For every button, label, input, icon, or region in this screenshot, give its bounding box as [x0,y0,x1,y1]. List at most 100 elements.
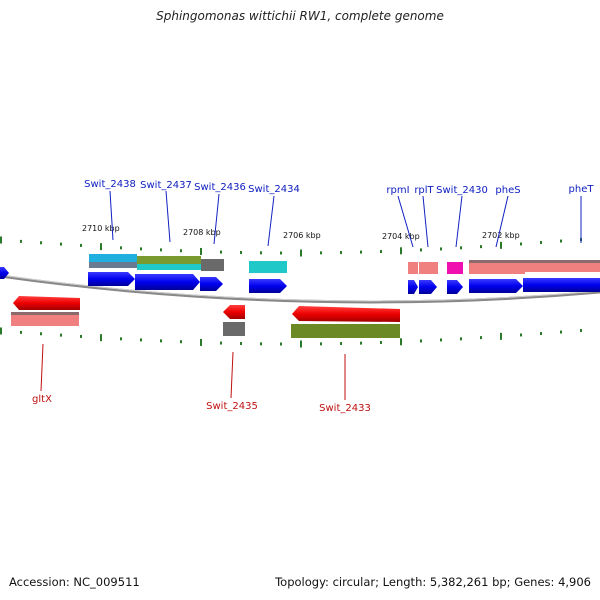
gene-label-phes: pheS [495,185,520,196]
annotation-bar-swit2437-lower [137,264,201,270]
gene-arrow-rplt [419,280,437,294]
annotation-bar-swit2434 [249,261,287,273]
genome-backbone-highlight [0,274,600,302]
scale-bottom-tick [160,339,162,343]
scale-top-tick [220,250,222,254]
plus-strand-genes [0,267,600,294]
gene-label-gltx: gltX [32,394,52,405]
gene-label-swit2433: Swit_2433 [319,403,371,414]
scale-top-tick [0,236,2,244]
scale-top-tick [60,242,62,246]
tick-label-2702: 2702 kbp [482,231,520,240]
topology-text: Topology: circular; Length: 5,382,261 bp… [275,575,591,589]
annotation-bars-top [89,254,600,274]
leader-swit2436 [213,193,220,245]
gene-arrow-swit2437 [135,274,200,290]
scale-bottom-tick [340,342,342,346]
scale-bottom-tick [120,337,122,341]
scale-top-tick [20,239,22,243]
gene-arrow-left-edge [0,267,9,279]
gene-label-swit2434: Swit_2434 [248,184,300,195]
scale-top-tick [120,246,122,250]
annotation-bar-top-shade [469,260,600,263]
annotation-bar-rplt [419,262,438,274]
scale-top-tick [420,248,422,252]
scale-bottom-tick [420,339,422,343]
scale-bottom-tick [480,336,482,340]
gene-arrow-swit2438 [88,272,135,286]
scale-bottom-tick [500,332,502,340]
leader-rplt [422,195,429,248]
leader-swit2438 [109,190,114,241]
scale-top-tick [460,246,462,250]
scale-top-tick [100,243,102,251]
scale-top-tick [400,247,402,255]
scale-top-tick [260,251,262,255]
scale-bottom-tick [580,329,582,333]
annotation-bars-bottom [11,312,400,338]
annotation-bar-swit2433 [291,324,400,338]
annotation-bar-swit2436 [201,259,224,271]
scale-bottom-tick [460,337,462,341]
scale-bottom-tick [60,333,62,337]
leader-swit2437 [165,190,171,243]
scale-bottom-tick [560,330,562,334]
annotation-bar-gltx-shade [11,312,79,315]
scale-bottom-tick [540,332,542,336]
annotation-bar-rpmi [408,262,418,274]
scale-bottom-tick [260,342,262,346]
leader-swit2434 [267,195,275,247]
gene-label-swit2436: Swit_2436 [194,182,246,193]
gene-label-swit2437: Swit_2437 [140,180,192,191]
scale-top-tick [80,243,82,247]
scale-top-tick [340,251,342,255]
scale-bottom-tick [220,341,222,345]
scale-bottom-tick [280,342,282,346]
scale-bottom-tick [320,342,322,346]
annotation-bar-phes [469,262,525,274]
gene-label-swit2438: Swit_2438 [84,179,136,190]
scale-bottom-tick [100,334,102,342]
accession-text: Accession: NC_009511 [9,575,140,589]
scale-bottom-tick [180,340,182,344]
genome-backbone [0,274,600,304]
scale-top-tick [300,249,302,257]
scale-top-tick [280,251,282,255]
gene-arrow-rpmi [408,280,418,294]
scale-bottom-tick [520,333,522,337]
scale-top-tick [160,248,162,252]
scale-bottom-tick [380,341,382,345]
scale-top-tick [520,242,522,246]
gene-label-swit2430: Swit_2430 [436,185,488,196]
scale-top-tick [560,239,562,243]
leader-swit2435 [230,351,234,399]
scale-bottom-tick [20,330,22,334]
minus-strand-genes [13,296,400,322]
gene-arrow-swit2436 [200,277,223,291]
map-title: Sphingomonas wittichii RW1, complete gen… [156,9,444,23]
gene-arrow-gltx [13,296,80,310]
scale-bottom-tick [200,338,202,346]
scale-bottom-tick [0,327,2,335]
scale-top-tick [540,241,542,245]
scale-top-tick [380,250,382,254]
scale-top-tick [200,247,202,255]
tick-label-2706: 2706 kbp [283,231,321,240]
scale-bottom-tick [80,334,82,338]
scale-bottom-tick [240,342,242,346]
gene-arrow-swit2434 [249,279,287,293]
leader-gltx [40,343,44,392]
annotation-bar-swit2438-lower [89,262,137,268]
scale-top-tick [440,247,442,251]
scale-bottom-tick [40,332,42,336]
annotation-bar-swit2438 [89,254,137,263]
leader-swit2430 [455,195,463,248]
gene-label-phet: pheT [569,184,595,195]
scale-top-tick [480,245,482,249]
gene-arrow-phes [469,279,523,293]
leader-rpmi [397,195,414,248]
annotation-bar-swit2435 [223,322,245,336]
scale-bottom-tick [300,340,302,348]
top-leader-lines [109,190,582,248]
